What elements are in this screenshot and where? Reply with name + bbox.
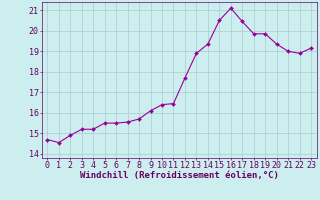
X-axis label: Windchill (Refroidissement éolien,°C): Windchill (Refroidissement éolien,°C) <box>80 171 279 180</box>
